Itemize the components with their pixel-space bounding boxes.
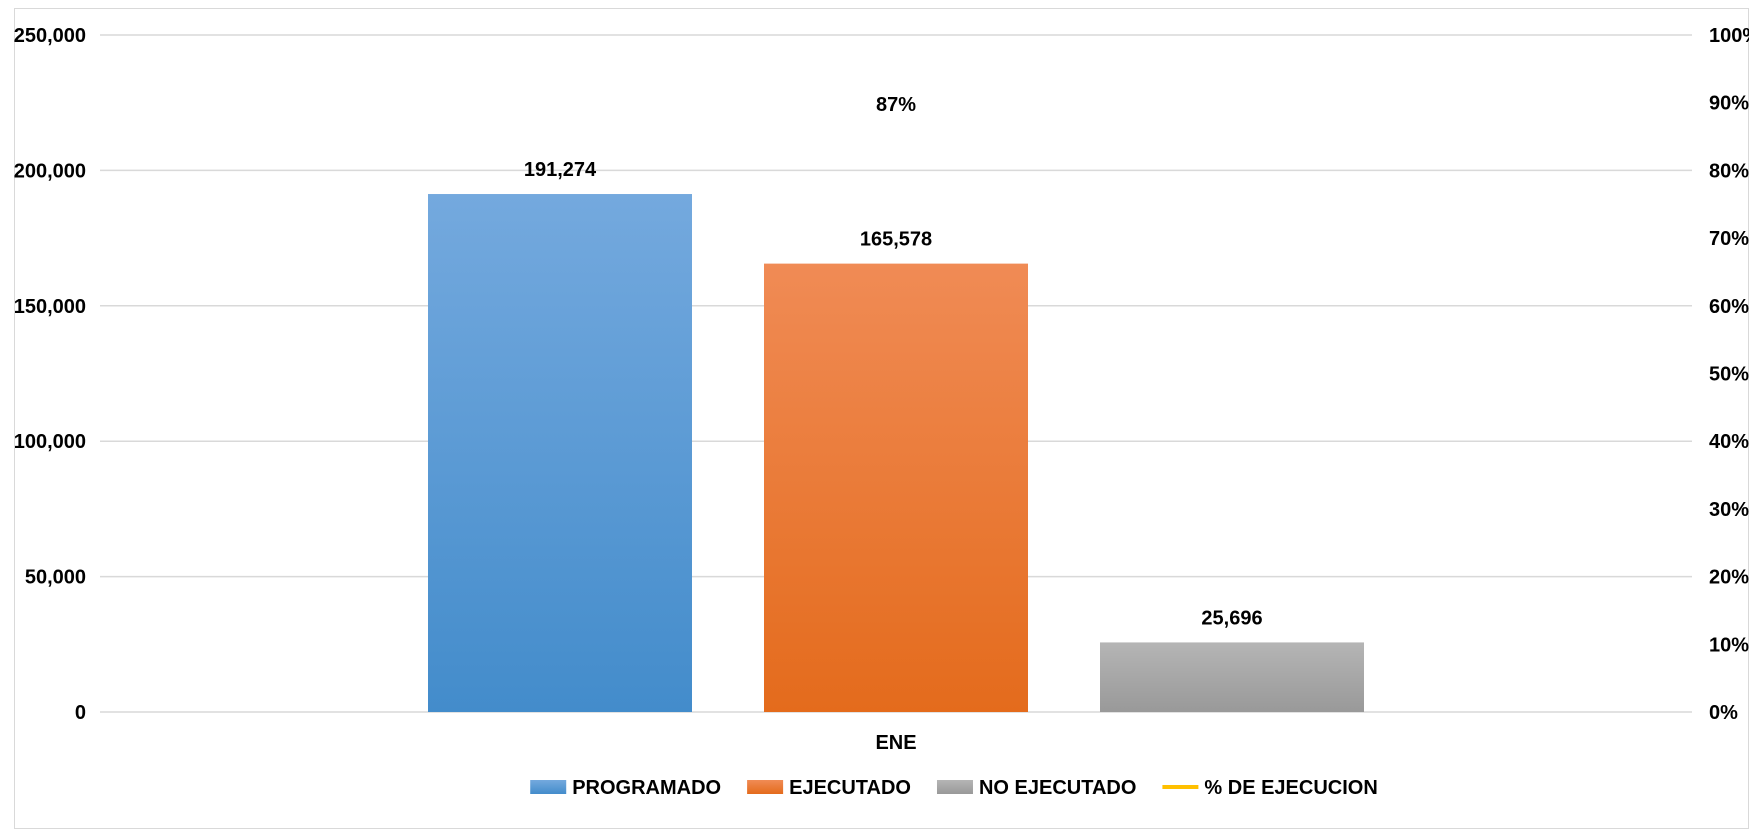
- bars: [428, 194, 1364, 712]
- right-tick-label: 40%: [1709, 431, 1749, 453]
- legend-label-ejecutado: EJECUTADO: [789, 777, 911, 799]
- right-tick-label: 30%: [1709, 499, 1749, 521]
- gridlines: [100, 34, 1692, 713]
- left-tick-label: 250,000: [14, 25, 86, 47]
- legend: PROGRAMADO EJECUTADO NO EJECUTADO % DE EJEC…: [530, 777, 1378, 799]
- right-tick-label: 90%: [1709, 93, 1749, 115]
- right-tick-label: 70%: [1709, 228, 1749, 250]
- data-label: 165,578: [860, 229, 932, 251]
- right-tick-label: 20%: [1709, 567, 1749, 589]
- legend-swatch-ejecutado: [747, 780, 784, 794]
- right-tick-label: 10%: [1709, 634, 1749, 656]
- legend-swatch-programado: [530, 780, 567, 794]
- left-tick-label: 100,000: [14, 431, 86, 453]
- right-tick-label: 80%: [1709, 160, 1749, 182]
- data-label: 191,274: [524, 159, 597, 181]
- right-tick-label: 60%: [1709, 296, 1749, 318]
- legend-label-pct-de-ejecucion: % DE EJECUCION: [1204, 777, 1377, 799]
- right-axis: 0% 10% 20% 30% 40% 50% 60% 70% 80% 90% 100%: [1709, 25, 1749, 724]
- right-tick-label: 0%: [1709, 702, 1738, 724]
- x-axis: ENE: [875, 732, 916, 754]
- left-tick-label: 200,000: [14, 160, 86, 182]
- right-tick-label: 100%: [1709, 25, 1749, 47]
- data-labels: 191,274 165,578 25,696 87%: [524, 94, 1263, 629]
- right-tick-label: 50%: [1709, 364, 1749, 386]
- legend-label-programado: PROGRAMADO: [572, 777, 721, 799]
- data-label: 25,696: [1201, 607, 1262, 629]
- left-tick-label: 0: [75, 702, 86, 724]
- x-tick-label: ENE: [875, 732, 916, 754]
- legend-label-no-ejecutado: NO EJECUTADO: [979, 777, 1136, 799]
- data-label-percent: 87%: [876, 94, 916, 116]
- bar-ejecutado: [764, 263, 1028, 712]
- left-axis: 0 50,000 100,000 150,000 200,000 250,000: [14, 25, 86, 724]
- bar-programado: [428, 194, 692, 712]
- left-tick-label: 150,000: [14, 296, 86, 318]
- legend-swatch-no-ejecutado: [936, 780, 973, 794]
- left-tick-label: 50,000: [25, 567, 86, 589]
- bar-no-ejecutado: [1100, 642, 1364, 712]
